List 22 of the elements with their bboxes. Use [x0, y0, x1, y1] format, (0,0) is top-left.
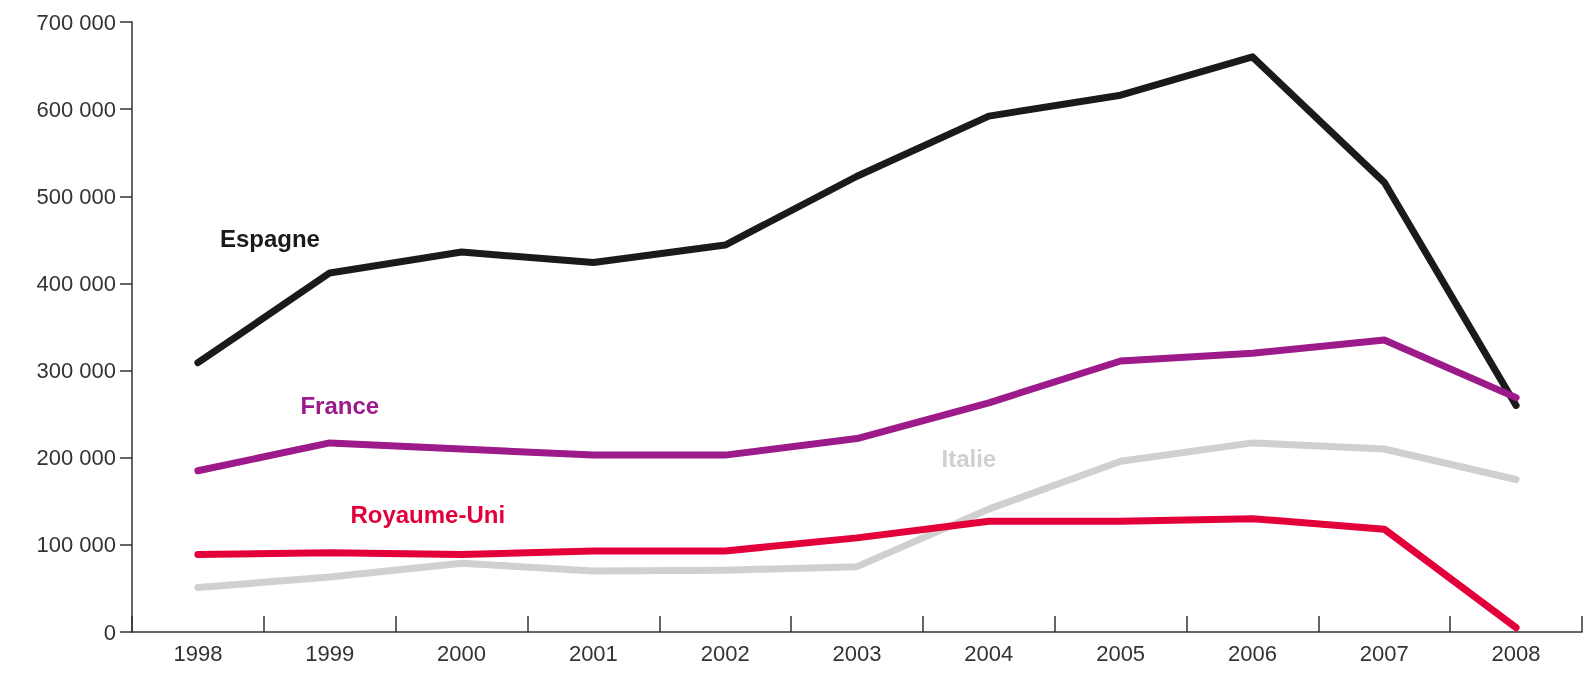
y-tick-label: 500 000: [36, 183, 116, 209]
x-tick-label: 1998: [173, 640, 223, 666]
x-tick-label: 2001: [568, 640, 618, 666]
y-tick-label: 0: [103, 619, 116, 645]
y-tick-label: 100 000: [36, 532, 116, 558]
y-tick-label: 700 000: [36, 9, 116, 35]
y-tick-label: 600 000: [36, 96, 116, 122]
series-label: Royaume-Uni: [350, 501, 506, 529]
x-tick-label: 2004: [964, 640, 1014, 666]
series-label: France: [300, 392, 380, 420]
x-tick-label: 2006: [1227, 640, 1277, 666]
y-tick-label: 300 000: [36, 358, 116, 384]
y-tick-label: 200 000: [36, 445, 116, 471]
x-tick-label: 2003: [832, 640, 882, 666]
x-tick-label: 2002: [700, 640, 750, 666]
series-label: Espagne: [219, 225, 320, 253]
y-tick-label: 400 000: [36, 270, 116, 296]
x-tick-label: 1999: [305, 640, 355, 666]
x-tick-label: 2007: [1359, 640, 1409, 666]
x-tick-label: 2008: [1491, 640, 1541, 666]
x-tick-label: 2000: [437, 640, 487, 666]
x-tick-label: 2005: [1096, 640, 1146, 666]
